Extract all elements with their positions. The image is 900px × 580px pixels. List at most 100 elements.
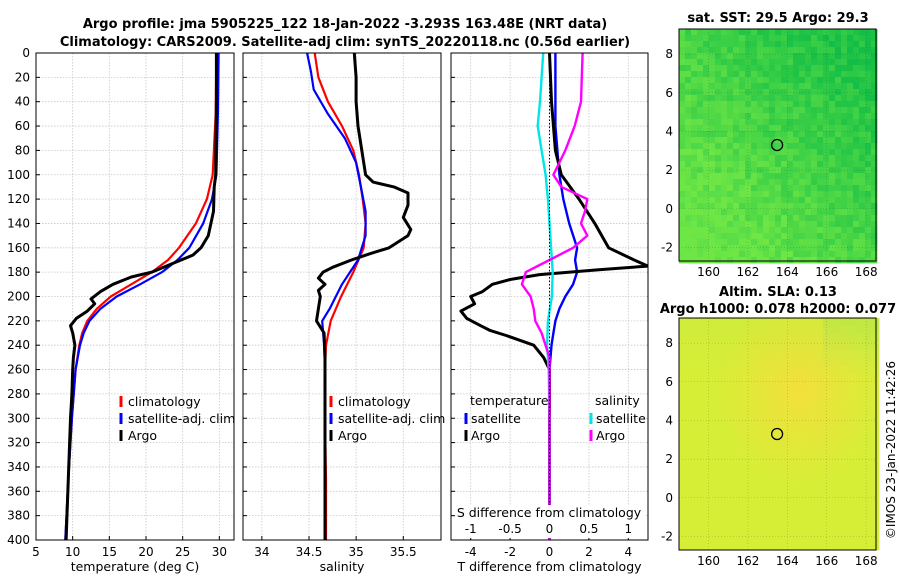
sst_map-cell (739, 41, 746, 48)
sla_map-cell (759, 334, 768, 343)
sst_map-cell (691, 35, 698, 42)
sla_map-cell (831, 454, 840, 463)
sla_map-cell (807, 406, 816, 415)
sst_map-cell (775, 41, 782, 48)
sst_map-cell (697, 221, 704, 228)
sst_map-cell (853, 65, 860, 72)
sst_map-cell (715, 59, 722, 66)
sst_map-cell (793, 95, 800, 102)
y-tick-label: 0 (22, 46, 30, 60)
sst_map-cell (847, 221, 854, 228)
sla_map-cell (823, 398, 832, 407)
sla_map-cell (815, 502, 824, 511)
sst_map-cell (793, 245, 800, 252)
sst_map-cell (691, 65, 698, 72)
sst_map-cell (841, 221, 848, 228)
sla_map-cell (767, 406, 776, 415)
sst_map-cell (865, 167, 872, 174)
sla_map-cell (831, 350, 840, 359)
sla_map-cell (735, 534, 744, 543)
sst_map-cell (823, 41, 830, 48)
sla_map-cell (735, 510, 744, 519)
difference-t-legend-label: satellite (471, 411, 521, 426)
sst_map-cell (787, 29, 794, 36)
sst_map-cell (679, 209, 686, 216)
sst_map-cell (787, 53, 794, 60)
sst_map-cell (835, 77, 842, 84)
sla_map-cell (759, 494, 768, 503)
sla_map-cell (783, 358, 792, 367)
sst_map-cell (787, 209, 794, 216)
sst_map-cell (799, 197, 806, 204)
sst_map-cell (775, 59, 782, 66)
sla_map-cell (807, 502, 816, 511)
sla_map-cell (711, 374, 720, 383)
sla_map-cell (695, 334, 704, 343)
sst_map-cell (865, 209, 872, 216)
sst_map-cell (823, 71, 830, 78)
sst_map-cell (841, 167, 848, 174)
sst_map-cell (709, 257, 716, 264)
sst_map-cell (859, 137, 866, 144)
sst_map-cell (787, 245, 794, 252)
sla_map-cell (775, 494, 784, 503)
sla_map-cell (815, 414, 824, 423)
sst_map-cell (835, 161, 842, 168)
sla_map-cell (863, 462, 872, 471)
sst_map-cell (847, 77, 854, 84)
sst_map-cell (793, 233, 800, 240)
sst_map-cell (805, 173, 812, 180)
sla_map-cell (799, 454, 808, 463)
sst_map-cell (811, 251, 818, 258)
sla_map-cell (855, 494, 864, 503)
sst_map-cell (739, 233, 746, 240)
sst_map-cell (811, 197, 818, 204)
sst_map-cell (793, 251, 800, 258)
sst_map-cell (709, 35, 716, 42)
sla_map-cell (735, 334, 744, 343)
sst_map-cell (757, 197, 764, 204)
sla_map-cell (775, 478, 784, 487)
sst_map-cell (865, 191, 872, 198)
sst_map-cell (811, 155, 818, 162)
sst_map-cell (751, 227, 758, 234)
sla_map-cell (775, 366, 784, 375)
sst_map-cell (727, 131, 734, 138)
sst_map-cell (751, 149, 758, 156)
sst_map-cell (793, 59, 800, 66)
sla_map-cell (735, 542, 744, 551)
sla_map-cell (767, 358, 776, 367)
sst_map-cell (721, 65, 728, 72)
sst_map-cell (757, 95, 764, 102)
sst_map-cell (799, 179, 806, 186)
sst_map-cell (769, 107, 776, 114)
sla_map-cell (839, 350, 848, 359)
sla_map-cell (743, 518, 752, 527)
sst_map-cell (703, 155, 710, 162)
sst_map-cell (763, 71, 770, 78)
sla_map-cell (679, 334, 688, 343)
sla_map-cell (791, 366, 800, 375)
sst_map-cell (823, 155, 830, 162)
sst_map-cell (799, 161, 806, 168)
sst_map-cell (847, 155, 854, 162)
sst_map-cell (727, 257, 734, 264)
sla_map-cell (799, 366, 808, 375)
sst_map-cell (817, 197, 824, 204)
sst_map-cell (871, 143, 878, 150)
sst_map-cell (841, 131, 848, 138)
sst_map-cell (715, 185, 722, 192)
sla_map-cell (727, 406, 736, 415)
sst_map-cell (847, 101, 854, 108)
sla_map-cell (727, 446, 736, 455)
sla_map-cell (871, 414, 880, 423)
sst_map-cell (859, 113, 866, 120)
sst_map-cell (715, 221, 722, 228)
sst_map-cell (697, 137, 704, 144)
sst_map-cell (835, 251, 842, 258)
sla_map-cell (695, 382, 704, 391)
sla_map-cell (727, 494, 736, 503)
sst_map-cell (757, 41, 764, 48)
sla_map-cell (823, 366, 832, 375)
sst_map-cell (733, 161, 740, 168)
